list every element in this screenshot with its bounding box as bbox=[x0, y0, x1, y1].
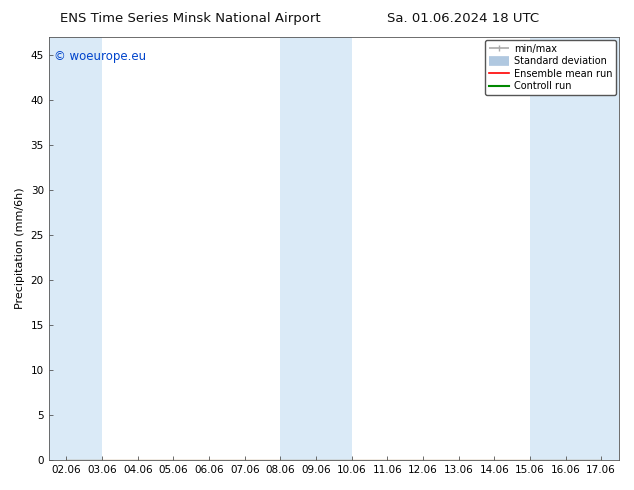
Bar bbox=[49, 37, 102, 460]
Legend: min/max, Standard deviation, Ensemble mean run, Controll run: min/max, Standard deviation, Ensemble me… bbox=[486, 40, 616, 95]
Bar bbox=[530, 37, 619, 460]
Y-axis label: Precipitation (mm/6h): Precipitation (mm/6h) bbox=[15, 188, 25, 309]
Bar bbox=[280, 37, 352, 460]
Text: ENS Time Series Minsk National Airport: ENS Time Series Minsk National Airport bbox=[60, 12, 321, 25]
Text: Sa. 01.06.2024 18 UTC: Sa. 01.06.2024 18 UTC bbox=[387, 12, 539, 25]
Text: © woeurope.eu: © woeurope.eu bbox=[55, 50, 146, 63]
